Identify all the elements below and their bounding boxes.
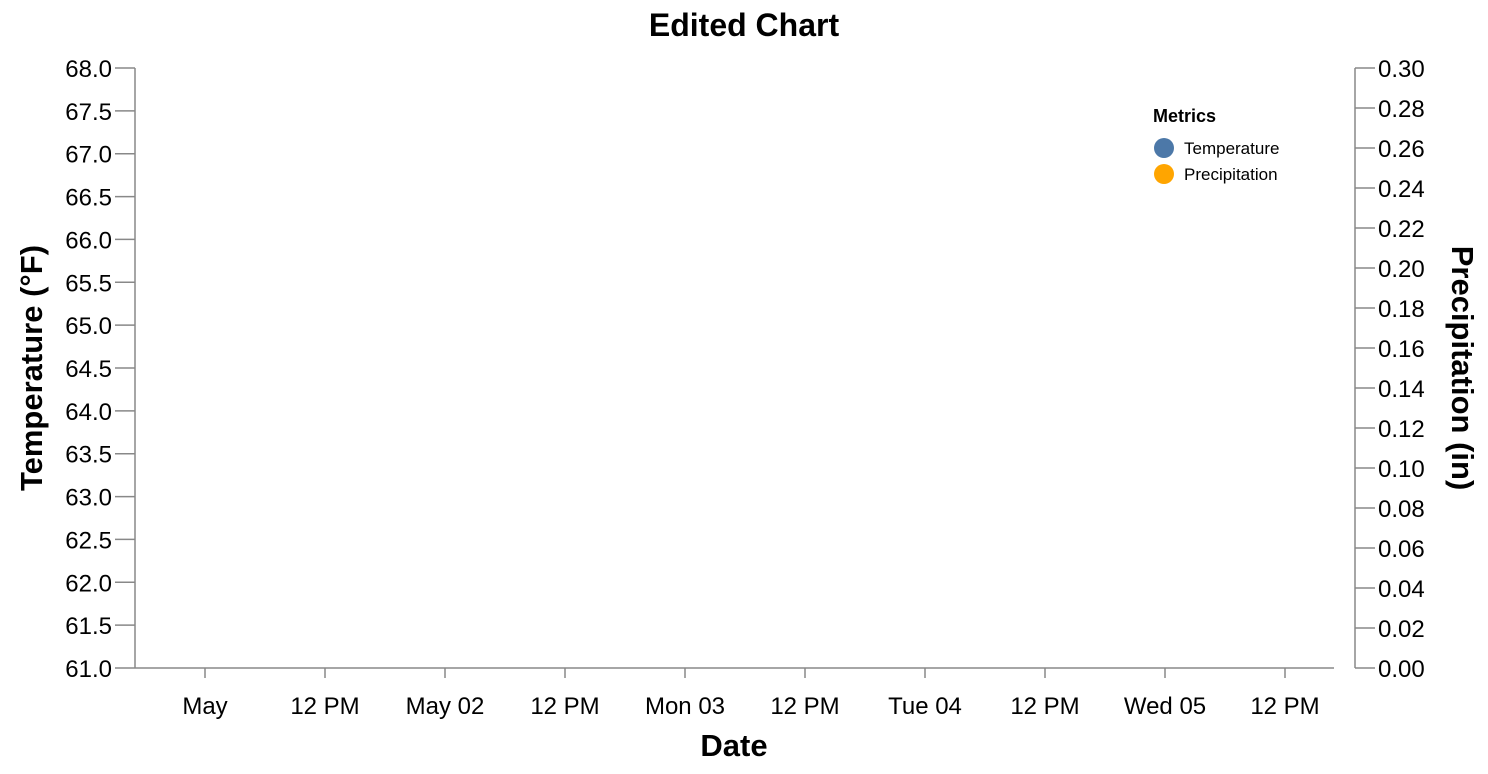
legend-label: Temperature bbox=[1184, 139, 1279, 158]
x-tick-label: 12 PM bbox=[290, 693, 359, 720]
y-left-tick-label: 68.0 bbox=[65, 56, 112, 83]
x-axis-title: Date bbox=[700, 728, 767, 763]
legend-title: Metrics bbox=[1153, 106, 1216, 126]
y-left-tick-label: 61.5 bbox=[65, 613, 112, 640]
legend-symbol bbox=[1154, 138, 1174, 158]
y-left-tick-label: 67.0 bbox=[65, 142, 112, 169]
x-axis-ticks: May 12 PM May 02 12 PM Mon 03 12 PM Tue 04 12 P… bbox=[182, 668, 1320, 720]
x-tick-label: 12 PM bbox=[770, 693, 839, 720]
y-left-tick-label: 66.5 bbox=[65, 185, 112, 212]
legend-items: Temperature Precipitation bbox=[1154, 138, 1279, 184]
y-left-tick-label: 62.0 bbox=[65, 570, 112, 597]
y-right-tick-label: 0.28 bbox=[1378, 96, 1425, 123]
y-right-tick-label: 0.16 bbox=[1378, 336, 1425, 363]
y-axis-right-ticks: 0.00 0.02 0.04 0.06 0.08 0.10 0.12 0.14 0.16 0.18… bbox=[1355, 56, 1425, 683]
y-left-tick-label: 65.5 bbox=[65, 270, 112, 297]
y-left-tick-label: 64.5 bbox=[65, 356, 112, 383]
y-right-tick-label: 0.10 bbox=[1378, 456, 1425, 483]
y-left-tick-label: 61.0 bbox=[65, 656, 112, 683]
x-tick-label: Mon 03 bbox=[645, 693, 725, 720]
legend-symbol bbox=[1154, 164, 1174, 184]
y-right-tick-label: 0.14 bbox=[1378, 376, 1425, 403]
y-right-tick-label: 0.02 bbox=[1378, 616, 1425, 643]
y-left-tick-label: 66.0 bbox=[65, 227, 112, 254]
y-right-tick-label: 0.20 bbox=[1378, 256, 1425, 283]
y-right-tick-label: 0.26 bbox=[1378, 136, 1425, 163]
x-tick-label: May bbox=[182, 693, 227, 720]
x-tick-label: 12 PM bbox=[1010, 693, 1079, 720]
chart-title: Edited Chart bbox=[649, 7, 840, 43]
y-right-tick-label: 0.30 bbox=[1378, 56, 1425, 83]
y-left-tick-label: 63.0 bbox=[65, 485, 112, 512]
x-tick-label: 12 PM bbox=[1250, 693, 1319, 720]
y-right-tick-label: 0.00 bbox=[1378, 656, 1425, 683]
y-right-tick-label: 0.04 bbox=[1378, 576, 1425, 603]
x-tick-label: Wed 05 bbox=[1124, 693, 1206, 720]
y-axis-left-title: Temperature (°F) bbox=[14, 245, 49, 491]
x-tick-label: May 02 bbox=[406, 693, 485, 720]
y-right-tick-label: 0.08 bbox=[1378, 496, 1425, 523]
legend-label: Precipitation bbox=[1184, 165, 1278, 184]
y-left-tick-label: 63.5 bbox=[65, 442, 112, 469]
y-left-tick-label: 65.0 bbox=[65, 313, 112, 340]
y-right-tick-label: 0.06 bbox=[1378, 536, 1425, 563]
x-tick-label: Tue 04 bbox=[888, 693, 962, 720]
y-right-tick-label: 0.22 bbox=[1378, 216, 1425, 243]
y-axis-right-title: Precipitation (in) bbox=[1445, 246, 1480, 491]
y-axis-left-ticks: 61.0 61.5 62.0 62.5 63.0 63.5 64.0 64.5 65.0 65.5… bbox=[65, 56, 135, 683]
x-tick-label: 12 PM bbox=[530, 693, 599, 720]
y-left-tick-label: 67.5 bbox=[65, 99, 112, 126]
y-right-tick-label: 0.18 bbox=[1378, 296, 1425, 323]
y-right-tick-label: 0.12 bbox=[1378, 416, 1425, 443]
legend: Metrics Temperature Precipitation bbox=[1153, 106, 1279, 184]
y-left-tick-label: 62.5 bbox=[65, 527, 112, 554]
y-right-tick-label: 0.24 bbox=[1378, 176, 1425, 203]
y-left-tick-label: 64.0 bbox=[65, 399, 112, 426]
